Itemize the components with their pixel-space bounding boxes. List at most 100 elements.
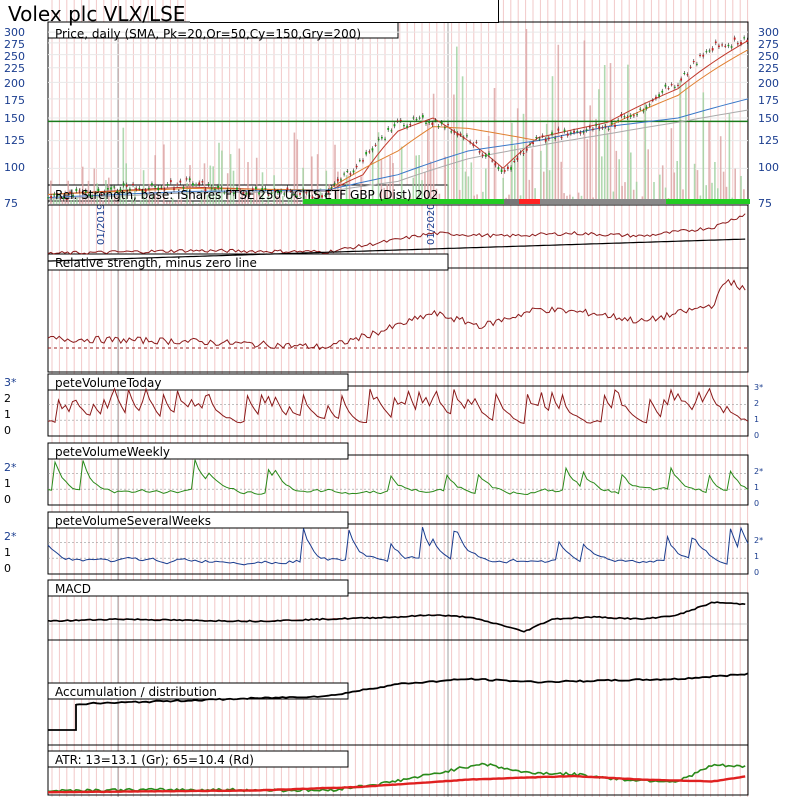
candle-body [125,184,128,187]
accdist-title: Accumulation / distribution [55,685,217,699]
signal-strip-cell [669,199,672,204]
signal-strip-cell [417,199,420,204]
candle-body [418,117,421,119]
candle-body [188,178,191,181]
volume-bar [630,152,632,204]
candle-body [447,124,449,126]
y-tick-label-right: 150 [758,112,779,125]
volume-bar [644,102,647,204]
candle-body [444,127,446,129]
y-tick-label-right: 2* [754,536,764,545]
y-tick-label: 2 [4,392,11,405]
volume-bar [548,170,551,204]
signal-strip-cell [411,199,414,204]
volume-bar [670,128,673,204]
signal-strip-cell [681,199,684,204]
signal-strip-cell [318,199,321,204]
volume-bar [302,167,304,204]
volume-bar [664,187,667,204]
signal-strip-cell [432,199,435,204]
x-tick-label: 01/2019 [96,203,107,245]
candle-body [248,192,251,196]
y-tick-label-right: 2 [754,399,760,408]
candle-body [626,116,629,119]
volume-bar [81,166,84,204]
volume-bar [708,121,710,204]
candle-body [277,191,279,194]
candle-body [47,197,49,199]
candle-body [381,136,383,139]
volume-bar [200,189,203,204]
volume-bar [458,189,461,204]
candle-body [412,117,415,119]
signal-strip-cell [570,199,573,204]
y-tick-label: 75 [4,197,18,210]
volume-bar [461,76,464,204]
candle-body [696,63,698,65]
volume-bar [70,200,72,204]
candle-body [362,160,364,162]
volume-bar [676,160,678,204]
signal-strip-cell [741,199,744,204]
signal-strip-cell [597,199,600,204]
candle-body [711,48,714,51]
volume-bar [113,187,116,204]
candle-body [179,180,182,183]
candle-body [614,124,616,127]
candle-body [434,120,437,122]
candle-body [185,178,188,180]
volume-bar [253,189,255,204]
signal-strip-cell [423,199,426,204]
volume-bar [627,64,629,204]
signal-strip-cell [375,199,378,204]
volume-bar [371,149,374,204]
signal-strip-cell [528,199,531,204]
volume-bar [424,171,426,204]
candle-body [406,125,408,128]
signal-strip-cell [573,199,576,204]
y-tick-label-right: 200 [758,77,779,90]
panel-frame [47,523,749,575]
signal-strip-cell [633,199,636,204]
signal-strip-cell [384,199,387,204]
signal-strip-cell [540,199,543,204]
y-tick-label-right: 250 [758,50,779,63]
volume-bar [52,194,55,204]
volume-bar [183,203,185,204]
candle-body [658,94,660,97]
signal-strip-cell [321,199,324,204]
candle-body [258,192,260,195]
rel-zero-line [47,278,746,351]
volume-bar [702,92,705,204]
volume-bar [131,196,133,204]
volume-bar [734,168,736,204]
signal-strip-cell [591,199,594,204]
signal-strip-cell [336,199,339,204]
signal-strip-cell [390,199,393,204]
signal-strip-cell [684,199,687,204]
candle-body [664,84,667,87]
candle-body [91,195,93,197]
signal-strip-cell [369,199,372,204]
volume-bar [557,44,560,205]
rel-strength-baseline [48,238,746,262]
signal-strip-cell [465,199,468,204]
signal-strip-cell [603,199,606,204]
signal-strip-cell [600,199,603,204]
candle-body [192,183,194,186]
volume-bar [717,188,719,204]
signal-strip-cell [468,199,471,204]
signal-strip-cell [420,199,423,204]
volume-bar [270,203,272,204]
signal-strip-cell [315,199,318,204]
volume-bar [438,193,441,204]
volume-bar [279,196,281,204]
volume-bar [163,144,165,204]
signal-strip-cell [639,199,642,204]
panel-title-box [47,682,349,700]
volume-bar [696,170,699,204]
candle-body [352,170,355,173]
volume-bar [50,180,52,204]
signal-strip-cell [720,199,723,204]
signal-strip-cell [405,199,408,204]
